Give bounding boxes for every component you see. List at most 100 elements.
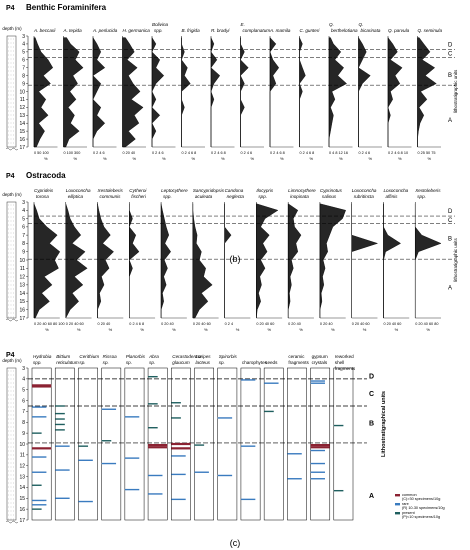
series-tick-labels: 0 2 4 6 8 (300, 151, 315, 155)
occurrence-mark (32, 432, 42, 434)
lithology-dot (13, 90, 14, 92)
series-profile (192, 203, 213, 319)
lithology-dot (13, 42, 14, 44)
series-name: Limnocythere (288, 188, 316, 193)
series-profile (92, 37, 106, 147)
series-profile (181, 37, 191, 147)
occurrence-mark (333, 424, 344, 427)
occurrence-mark (55, 445, 70, 447)
percent-label: % (267, 327, 271, 332)
series-profile (240, 37, 249, 147)
lithology-dot (10, 212, 12, 214)
depth-tick-label: 7 (22, 233, 25, 239)
series-profile (417, 37, 437, 147)
lithology-dot (10, 402, 12, 404)
depth-tick-label: 6 (22, 398, 25, 404)
lithology-dot (8, 486, 9, 488)
lithology-dot (8, 316, 9, 318)
lithology-dot (13, 284, 14, 286)
series-name: Q. (359, 22, 364, 27)
lithology-dot (10, 474, 12, 476)
lithology-dot (10, 42, 12, 44)
category-name: spp. (33, 360, 42, 365)
series-name: Sancypridopsis (193, 188, 225, 193)
lithology-dot (13, 458, 14, 460)
series-name: rubritincta (354, 194, 375, 199)
lithology-dot (13, 264, 14, 266)
percent-label: % (368, 156, 372, 161)
lithology-dot (13, 142, 14, 144)
lithology-dot (8, 426, 9, 428)
core-base-symbol (5, 318, 19, 322)
occurrence-mark (148, 474, 163, 477)
lithology-dot (10, 482, 12, 484)
lithology-dot (13, 46, 14, 48)
lithology-dot (13, 394, 14, 396)
lithology-dot (8, 410, 9, 412)
lithology-dot (10, 414, 12, 416)
lithology-dot (13, 248, 14, 250)
lithology-dot (13, 422, 14, 424)
lithology-dot (8, 212, 9, 214)
lithology-dot (8, 458, 9, 460)
lithology-dot (13, 216, 14, 218)
lithology-dot (13, 114, 14, 116)
occurrence-mark (32, 471, 47, 473)
lithology-dot (13, 386, 14, 388)
occurrence-mark (310, 382, 325, 384)
lithology-dot (8, 280, 9, 282)
lithology-dot (10, 204, 12, 206)
lithology-dot (13, 418, 14, 420)
series-name: communis (100, 194, 122, 199)
lithology-dot (8, 406, 9, 408)
lithology-dot (8, 58, 9, 60)
lithology-dot (13, 502, 14, 504)
lithology-dot (13, 378, 14, 380)
lithology-dot (13, 370, 14, 372)
percent-label: % (280, 156, 284, 161)
lithology-dot (10, 114, 12, 116)
occurrence-mark (310, 443, 330, 447)
lithology-dot (8, 268, 9, 270)
lithology-dot (10, 142, 12, 144)
depth-tick-label: 8 (22, 241, 25, 247)
series-name: A. beccarii (33, 28, 56, 33)
legend-swatch (395, 494, 400, 497)
lithology-dot (8, 482, 9, 484)
lithology-dot (8, 494, 9, 496)
series-tick-labels: 0 20 40 (320, 322, 333, 326)
lithology-dot (8, 62, 9, 64)
depth-tick-label: 15 (19, 496, 25, 502)
depth-tick-label: 14 (19, 121, 25, 127)
lithology-dot (8, 430, 9, 432)
series-tick-labels: 0 20 40 60 (256, 322, 274, 326)
series-name: neglecta (227, 194, 245, 199)
category-column (287, 367, 307, 521)
panel-ostracoda: P4 Ostracoda depth (m)3 4 5 6 7 8 9 10 11 12 13 14 15 1… (2, 171, 458, 332)
lithology-dot (8, 308, 9, 310)
lithology-dot (13, 374, 14, 376)
unit-label: C (369, 391, 374, 398)
series-tick-labels: 0 50 100 (34, 151, 49, 155)
series-tick-labels: 0 20 40 60 (193, 322, 211, 326)
series-tick-labels: 0 25 50 75 (418, 151, 436, 155)
category-name: sp. (126, 360, 132, 365)
lithology-dot (13, 126, 14, 128)
lithology-dot (8, 296, 9, 298)
lithology-dot (13, 70, 14, 72)
occurrence-mark (124, 416, 140, 418)
lithology-dot (10, 260, 12, 262)
lithology-dot (13, 244, 14, 246)
occurrence-mark (78, 459, 93, 461)
legend-desc: (R) 10-30 specimens/10g (402, 506, 445, 510)
lithology-dot (8, 438, 9, 440)
series-name: H. germanica (123, 28, 151, 33)
series-profile (287, 203, 302, 319)
lithology-column (6, 367, 17, 521)
lithology-dot (8, 300, 9, 302)
depth-tick-label: 15 (19, 299, 25, 305)
lithology-dot (10, 232, 12, 234)
series-tick-labels: 0 2 4 6 8 (182, 151, 197, 155)
depth-tick-label: 9 (22, 81, 25, 87)
